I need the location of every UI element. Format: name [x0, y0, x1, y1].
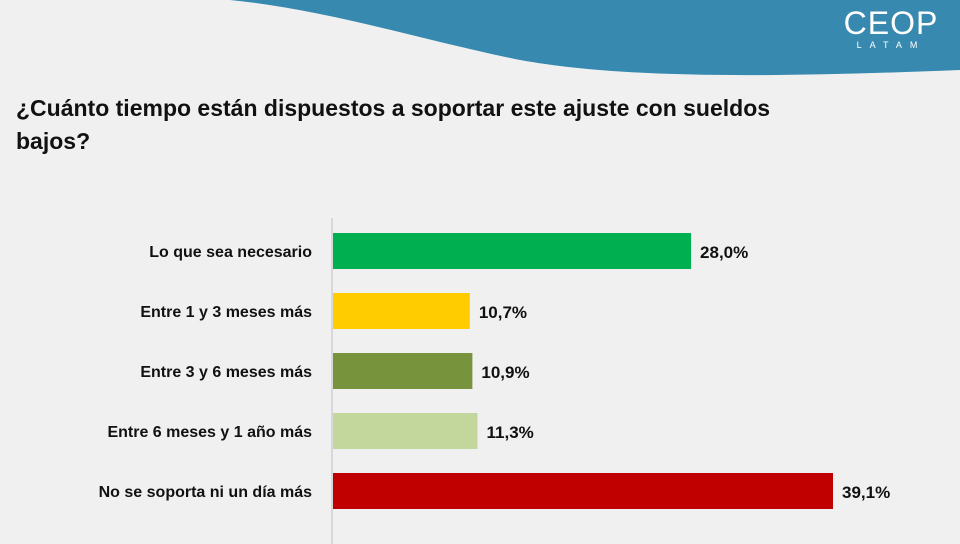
- header-band: [230, 0, 960, 76]
- data-label: 11,3%: [487, 423, 534, 442]
- bar: [333, 233, 692, 269]
- page-title: ¿Cuánto tiempo están dispuestos a soport…: [16, 95, 771, 154]
- bar: [333, 413, 478, 449]
- category-label: Entre 1 y 3 meses más: [140, 304, 312, 321]
- ceop-logo: CEOP LATAM: [843, 5, 939, 50]
- category-label: Lo que sea necesario: [149, 244, 312, 261]
- data-label: 39,1%: [842, 483, 890, 502]
- category-label: Entre 6 meses y 1 año más: [107, 424, 312, 441]
- data-label: 10,7%: [479, 303, 527, 322]
- bar: [333, 293, 470, 329]
- category-label: No se soporta ni un día más: [99, 484, 312, 501]
- bar: [333, 353, 473, 389]
- data-label: 10,9%: [481, 363, 529, 382]
- data-label: 28,0%: [700, 243, 748, 262]
- bar: [333, 473, 833, 509]
- category-label: Entre 3 y 6 meses más: [140, 364, 312, 381]
